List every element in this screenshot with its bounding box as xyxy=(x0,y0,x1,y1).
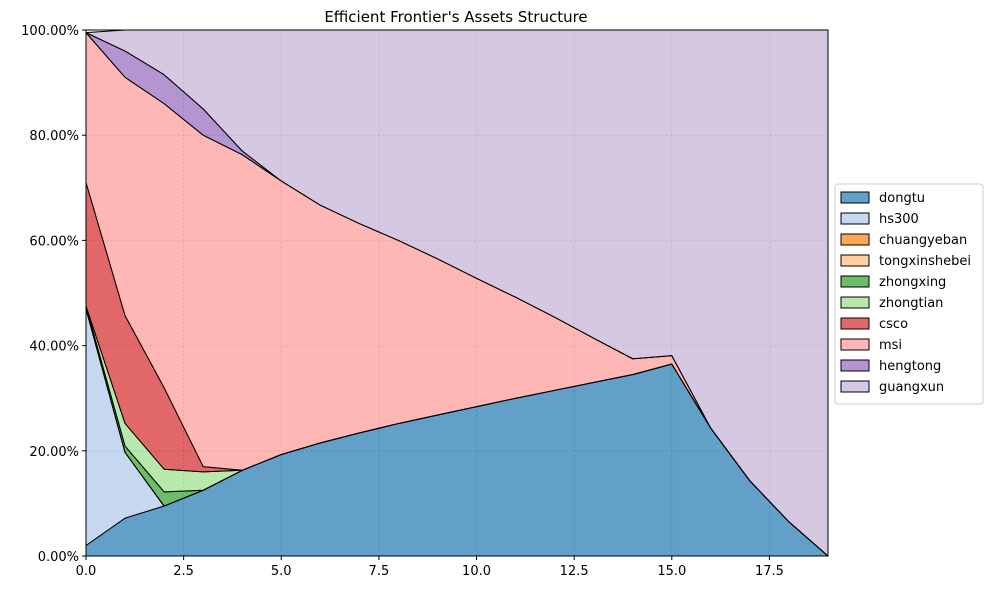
x-tick-label: 2.5 xyxy=(173,564,194,579)
legend: dongtu hs300 chuangyeban tongxinshebei zhong… xyxy=(834,183,984,405)
y-tick-label: 100.00% xyxy=(21,24,79,39)
legend-swatch-dongtu xyxy=(840,191,870,204)
plot-frame xyxy=(85,29,829,557)
legend-swatch-tongxinshebei xyxy=(840,254,870,267)
legend-swatch-guangxun xyxy=(840,380,870,393)
legend-label-tongxinshebei: tongxinshebei xyxy=(879,254,971,269)
legend-label-msi: msi xyxy=(879,338,902,353)
x-tick-label: 12.5 xyxy=(560,564,589,579)
legend-box xyxy=(834,183,984,405)
y-tick-label: 60.00% xyxy=(29,234,79,249)
y-tick-label: 80.00% xyxy=(29,129,79,144)
legend-label-dongtu: dongtu xyxy=(879,191,925,206)
legend-swatch-zhongtian xyxy=(840,296,870,309)
legend-label-chuangyeban: chuangyeban xyxy=(879,233,967,248)
x-tick-label: 15.0 xyxy=(657,564,686,579)
legend-swatch-msi xyxy=(840,338,870,351)
y-tick-label: 0.00% xyxy=(38,550,79,565)
legend-label-hengtong: hengtong xyxy=(879,359,941,374)
legend-label-zhongxing: zhongxing xyxy=(879,275,946,290)
legend-label-guangxun: guangxun xyxy=(879,380,944,395)
x-tick-label: 7.5 xyxy=(369,564,390,579)
legend-swatch-csco xyxy=(840,317,870,330)
legend-label-hs300: hs300 xyxy=(879,212,919,227)
stacked-areas xyxy=(85,29,829,557)
legend-swatch-zhongxing xyxy=(840,275,870,288)
x-axis: 0.0 2.5 5.0 7.5 10.0 12.5 15.0 17.5 xyxy=(76,556,784,579)
y-tick-label: 40.00% xyxy=(29,340,79,355)
legend-swatch-hengtong xyxy=(840,359,870,372)
legend-swatch-chuangyeban xyxy=(840,233,870,246)
legend-swatch-hs300 xyxy=(840,212,870,225)
legend-label-zhongtian: zhongtian xyxy=(879,296,943,311)
chart-title: Efficient Frontier's Assets Structure xyxy=(324,8,587,26)
x-tick-label: 0.0 xyxy=(76,564,97,579)
x-tick-label: 17.5 xyxy=(755,564,784,579)
y-tick-label: 20.00% xyxy=(29,445,79,460)
y-axis: 0.00% 20.00% 40.00% 60.00% 80.00% 100.00% xyxy=(21,24,86,565)
x-tick-label: 5.0 xyxy=(271,564,292,579)
legend-label-csco: csco xyxy=(879,317,908,332)
x-tick-label: 10.0 xyxy=(462,564,491,579)
